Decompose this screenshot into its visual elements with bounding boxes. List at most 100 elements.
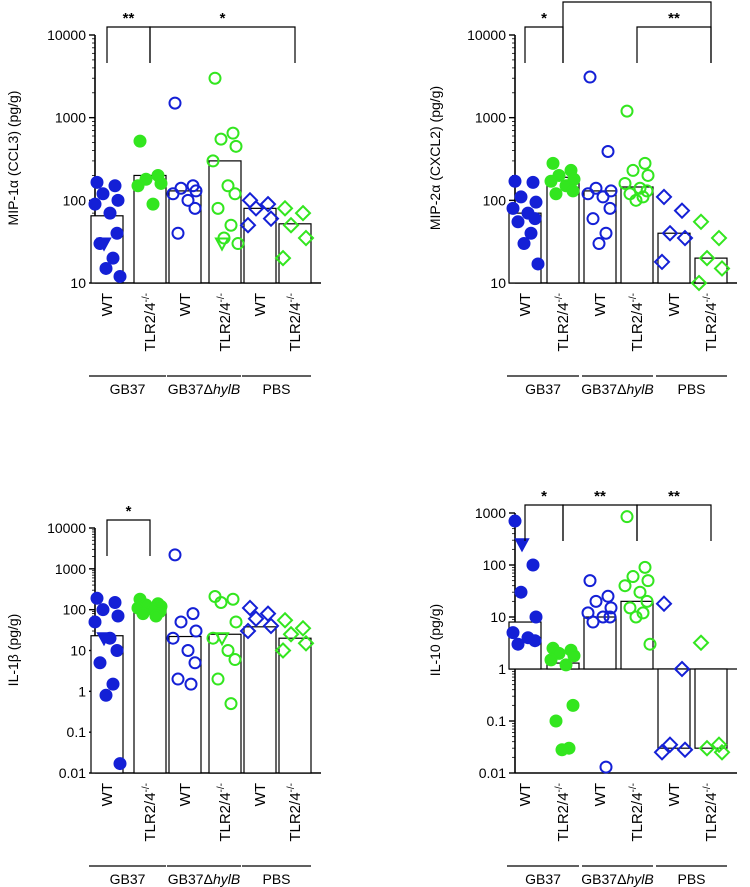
- x-tick-label-main: TLR2/4: [287, 302, 304, 351]
- y-tick-label: 1: [498, 661, 506, 677]
- data-point: [620, 104, 634, 118]
- group-label: PBS: [262, 381, 290, 397]
- bar: [168, 635, 202, 774]
- data-point: [108, 179, 122, 193]
- data-point: [508, 514, 522, 528]
- x-tick-label-main: TLR2/4: [703, 302, 720, 351]
- x-tick-label-main: TLR2/4: [142, 302, 159, 351]
- x-tick-label: WT: [177, 293, 194, 316]
- x-tick-label-main: TLR2/4: [287, 792, 304, 841]
- data-point-diamond: [294, 204, 312, 222]
- data-point: [106, 251, 120, 265]
- bar: [243, 626, 277, 774]
- group-label: GB37ΔhylB: [168, 871, 240, 887]
- x-tick-label: TLR2/4-/-: [286, 293, 304, 352]
- data-point-diamond: [297, 229, 315, 247]
- group-label-name: PBS: [262, 381, 290, 397]
- data-point: [589, 594, 603, 608]
- data-point: [636, 190, 650, 204]
- x-tick-label: TLR2/4-/-: [702, 293, 720, 352]
- data-point: [189, 184, 203, 198]
- data-point: [544, 653, 558, 667]
- data-point: [88, 197, 102, 211]
- data-point: [88, 615, 102, 629]
- data-point-diamond: [661, 224, 679, 242]
- bar: [278, 223, 312, 284]
- chart-panel-3: 0.01 0.1 1 10 100 1000 10000 IL-1β (pg/g) * WT TLR…: [5, 503, 321, 887]
- data-point-diamond: [692, 213, 710, 231]
- x-tick-label: TLR2/4-/-: [286, 783, 304, 842]
- data-point-diamond: [653, 743, 671, 761]
- data-point-diamond: [673, 660, 691, 678]
- significance-label: *: [126, 503, 132, 520]
- data-point: [188, 201, 202, 215]
- group-label-name: GB37Δ: [168, 871, 213, 887]
- data-point: [228, 653, 242, 667]
- data-point: [506, 626, 520, 640]
- data-point: [641, 168, 655, 182]
- data-point-diamond: [698, 249, 716, 267]
- x-tick-label-superscript: -/-: [141, 293, 152, 302]
- x-tick-label: WT: [666, 293, 683, 316]
- data-point: [629, 193, 643, 207]
- x-tick-label: TLR2/4-/-: [702, 783, 720, 842]
- data-point: [526, 558, 540, 572]
- x-tick-label-main: TLR2/4: [555, 792, 572, 841]
- data-point: [228, 187, 242, 201]
- y-tick-label: 1000: [475, 505, 506, 521]
- data-point: [206, 154, 220, 168]
- data-point: [171, 226, 185, 240]
- group-label-name: PBS: [262, 871, 290, 887]
- data-point: [638, 560, 652, 574]
- data-point-triangle: [214, 632, 230, 647]
- data-point-diamond: [274, 642, 292, 659]
- significance-label: **: [668, 488, 680, 505]
- data-point: [171, 672, 185, 686]
- data-point: [641, 574, 655, 588]
- data-point: [586, 212, 600, 226]
- x-tick-label: WT: [517, 293, 534, 316]
- significance-bracket: [106, 26, 151, 63]
- significance-label: *: [220, 10, 226, 27]
- data-point: [136, 607, 150, 621]
- y-tick-label: 100: [63, 602, 87, 618]
- data-point: [601, 589, 615, 603]
- data-point-diamond: [673, 202, 691, 220]
- data-point: [643, 637, 657, 651]
- group-label-italic: hylB: [213, 871, 240, 887]
- data-point: [599, 760, 613, 774]
- data-point: [586, 615, 600, 629]
- bar: [133, 174, 167, 284]
- data-point-diamond: [655, 595, 673, 613]
- data-point-diamond: [239, 216, 257, 234]
- data-point: [168, 96, 182, 110]
- group-label-italic: hylB: [213, 381, 240, 397]
- significance-bracket: [524, 504, 564, 541]
- data-point: [111, 193, 125, 207]
- group-label: GB37: [525, 381, 561, 397]
- data-point: [229, 615, 243, 629]
- data-point-diamond: [676, 741, 694, 759]
- significance-label: *: [541, 10, 547, 27]
- data-point: [108, 595, 122, 609]
- data-point: [174, 615, 188, 629]
- data-point-triangle: [514, 538, 530, 553]
- bar: [657, 668, 691, 749]
- group-label-name: GB37: [110, 381, 146, 397]
- data-point-diamond: [655, 188, 673, 206]
- data-point: [221, 179, 235, 193]
- data-point: [181, 193, 195, 207]
- data-point: [528, 212, 542, 226]
- bar: [620, 186, 654, 284]
- group-label-name: GB37: [525, 871, 561, 887]
- data-point: [626, 163, 640, 177]
- data-point: [99, 261, 113, 275]
- data-point: [184, 677, 198, 691]
- group-label: GB37: [525, 871, 561, 887]
- data-point: [90, 591, 104, 605]
- data-point: [599, 226, 613, 240]
- data-point-diamond: [259, 195, 277, 213]
- significance-bracket: [524, 26, 564, 63]
